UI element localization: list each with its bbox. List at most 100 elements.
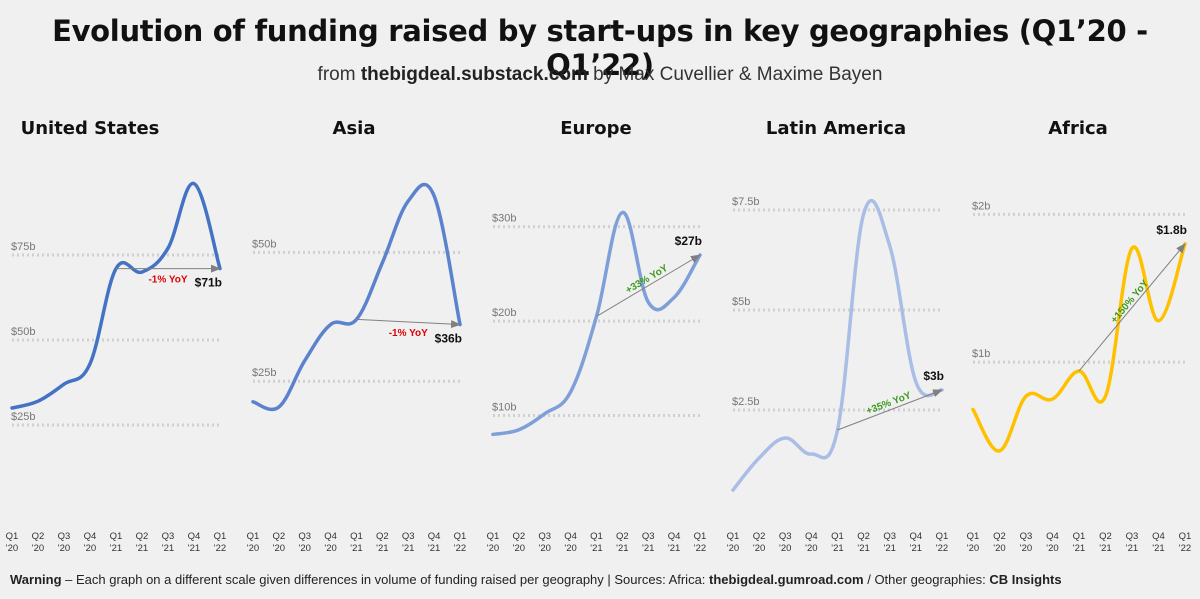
x-tick-year-3-1: '20	[753, 543, 765, 554]
y-tick-label-4-0: $1b	[972, 348, 990, 360]
x-tick-quarter-0-1: Q2	[32, 531, 45, 542]
x-tick-year-3-5: '21	[857, 543, 869, 554]
x-tick-quarter-2-5: Q2	[616, 531, 629, 542]
subtitle: from thebigdeal.substack.com by Max Cuve…	[0, 64, 1200, 86]
x-tick-year-4-0: '20	[967, 543, 979, 554]
x-tick-year-2-3: '20	[564, 543, 576, 554]
x-tick-quarter-3-5: Q2	[857, 531, 870, 542]
x-tick-quarter-2-3: Q4	[564, 531, 577, 542]
y-tick-label-3-1: $5b	[732, 296, 750, 308]
x-tick-year-2-8: '22	[694, 543, 706, 554]
y-tick-label-2-0: $10b	[492, 402, 516, 414]
y-tick-label-0-1: $50b	[11, 326, 35, 338]
x-tick-quarter-1-1: Q2	[273, 531, 286, 542]
yoy-label-4: +150% YoY	[1109, 278, 1151, 326]
x-tick-quarter-0-3: Q4	[84, 531, 97, 542]
subtitle-prefix: from	[317, 64, 361, 85]
y-tick-label-4-1: $2b	[972, 200, 990, 212]
x-tick-quarter-1-5: Q2	[376, 531, 389, 542]
page-title: Evolution of funding raised by start-ups…	[52, 14, 1148, 82]
x-tick-quarter-2-0: Q1	[487, 531, 500, 542]
footer-note: Warning – Each graph on a different scal…	[10, 572, 1062, 587]
x-tick-quarter-4-3: Q4	[1046, 531, 1059, 542]
warning-text: – Each graph on a different scale given …	[61, 572, 710, 587]
x-tick-quarter-4-4: Q1	[1073, 531, 1086, 542]
x-tick-year-0-7: '21	[188, 543, 200, 554]
x-tick-year-3-3: '20	[805, 543, 817, 554]
x-tick-quarter-3-2: Q3	[779, 531, 792, 542]
x-tick-quarter-2-8: Q1	[694, 531, 707, 542]
y-tick-label-0-0: $25b	[11, 411, 35, 423]
end-value-label-4: $1.8b	[1156, 223, 1187, 237]
yoy-arrow-1	[356, 318, 461, 329]
x-tick-quarter-1-8: Q1	[454, 531, 467, 542]
x-tick-quarter-1-0: Q1	[247, 531, 260, 542]
x-tick-year-1-7: '21	[428, 543, 440, 554]
x-tick-year-4-5: '21	[1099, 543, 1111, 554]
chart-title-0: United States	[21, 118, 160, 139]
x-tick-year-1-4: '21	[350, 543, 362, 554]
yoy-arrow-3	[837, 389, 943, 431]
yoy-label-1: -1% YoY	[389, 328, 428, 339]
y-tick-label-0-2: $75b	[11, 241, 35, 253]
x-tick-year-0-3: '20	[84, 543, 96, 554]
x-tick-year-2-1: '20	[513, 543, 525, 554]
x-tick-quarter-0-5: Q2	[136, 531, 149, 542]
y-tick-label-1-1: $50b	[252, 238, 276, 250]
end-value-label-2: $27b	[675, 234, 702, 248]
x-tick-quarter-4-0: Q1	[967, 531, 980, 542]
y-tick-label-3-0: $2.5b	[732, 396, 760, 408]
x-tick-quarter-4-5: Q2	[1099, 531, 1112, 542]
x-tick-quarter-3-3: Q4	[805, 531, 818, 542]
x-tick-year-2-5: '21	[616, 543, 628, 554]
x-tick-year-4-4: '21	[1073, 543, 1085, 554]
africa-source[interactable]: thebigdeal.gumroad.com	[709, 572, 864, 587]
series-line-1	[251, 182, 462, 412]
x-tick-year-2-7: '21	[668, 543, 680, 554]
x-tick-year-2-2: '20	[539, 543, 551, 554]
x-tick-year-4-2: '20	[1020, 543, 1032, 554]
series-line-3	[731, 198, 944, 492]
yoy-arrow-4	[1078, 243, 1186, 372]
x-tick-quarter-4-6: Q3	[1126, 531, 1139, 542]
other-sources-text: / Other geographies:	[863, 572, 990, 587]
x-tick-quarter-2-1: Q2	[513, 531, 526, 542]
x-tick-quarter-3-8: Q1	[936, 531, 949, 542]
y-tick-label-3-2: $7.5b	[732, 196, 760, 208]
x-tick-year-1-8: '22	[454, 543, 466, 554]
x-tick-quarter-3-1: Q2	[753, 531, 766, 542]
other-source: CB Insights	[989, 572, 1062, 587]
x-tick-quarter-3-7: Q4	[910, 531, 923, 542]
x-tick-quarter-1-3: Q4	[324, 531, 337, 542]
x-tick-quarter-2-6: Q3	[642, 531, 655, 542]
series-line-4	[971, 242, 1187, 453]
x-tick-quarter-3-6: Q3	[883, 531, 896, 542]
x-tick-quarter-1-4: Q1	[350, 531, 363, 542]
end-value-label-0: $71b	[195, 276, 222, 290]
x-tick-year-1-5: '21	[376, 543, 388, 554]
x-tick-year-1-2: '20	[299, 543, 311, 554]
x-tick-quarter-3-0: Q1	[727, 531, 740, 542]
x-tick-quarter-3-4: Q1	[831, 531, 844, 542]
subtitle-site[interactable]: thebigdeal.substack.com	[360, 64, 588, 85]
x-tick-quarter-4-7: Q4	[1152, 531, 1165, 542]
x-tick-year-4-8: '22	[1179, 543, 1191, 554]
x-tick-year-0-8: '22	[214, 543, 226, 554]
x-tick-year-4-7: '21	[1152, 543, 1164, 554]
x-tick-year-3-7: '21	[910, 543, 922, 554]
x-tick-year-3-8: '22	[936, 543, 948, 554]
subtitle-authors: by Max Cuvellier & Maxime Bayen	[587, 64, 883, 85]
x-tick-year-1-3: '20	[324, 543, 336, 554]
x-tick-year-0-4: '21	[110, 543, 122, 554]
x-tick-year-4-6: '21	[1126, 543, 1138, 554]
yoy-label-2: +33% YoY	[624, 263, 670, 297]
x-tick-year-0-0: '20	[6, 543, 18, 554]
x-tick-quarter-2-4: Q1	[590, 531, 603, 542]
series-line-2	[491, 210, 702, 437]
x-tick-quarter-0-0: Q1	[6, 531, 19, 542]
yoy-arrow-2	[596, 254, 701, 317]
x-tick-year-0-2: '20	[58, 543, 70, 554]
chart-title-3: Latin America	[766, 118, 906, 139]
chart-title-1: Asia	[333, 118, 376, 139]
